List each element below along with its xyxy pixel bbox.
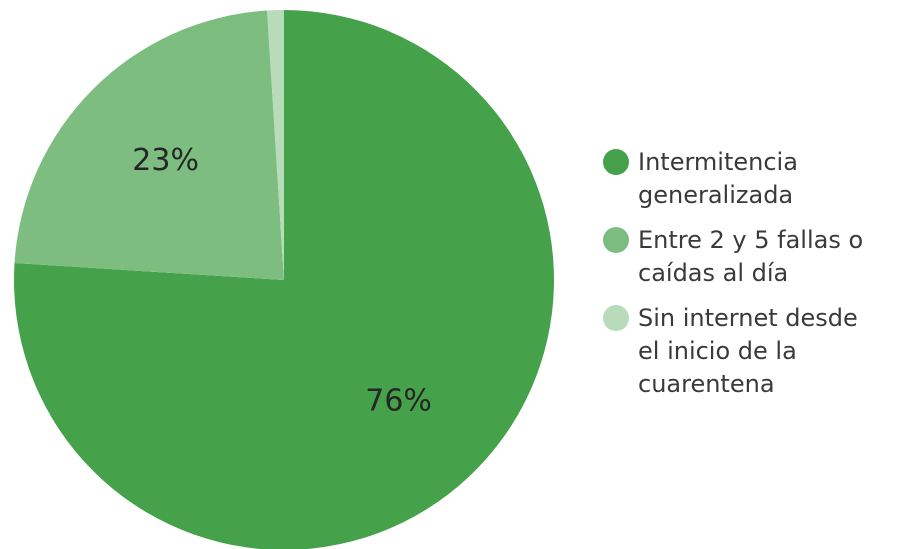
slice-data-label: 76% <box>365 384 432 419</box>
legend-swatch-icon <box>603 305 629 331</box>
legend-item: Intermitencia generalizada <box>603 146 903 212</box>
legend-swatch-icon <box>603 149 629 175</box>
pie-chart: 76% 23% <box>0 0 600 549</box>
legend-item: Entre 2 y 5 fallas o caídas al día <box>603 224 903 290</box>
legend-label: Sin internet desde el inicio de la cuare… <box>638 302 858 401</box>
legend-label: Intermitencia generalizada <box>638 146 798 212</box>
legend-label: Entre 2 y 5 fallas o caídas al día <box>638 224 863 290</box>
legend: Intermitencia generalizada Entre 2 y 5 f… <box>603 146 903 413</box>
pie-slices <box>14 10 554 549</box>
legend-swatch-icon <box>603 227 629 253</box>
legend-item: Sin internet desde el inicio de la cuare… <box>603 302 903 401</box>
slice-data-label: 23% <box>132 143 199 178</box>
